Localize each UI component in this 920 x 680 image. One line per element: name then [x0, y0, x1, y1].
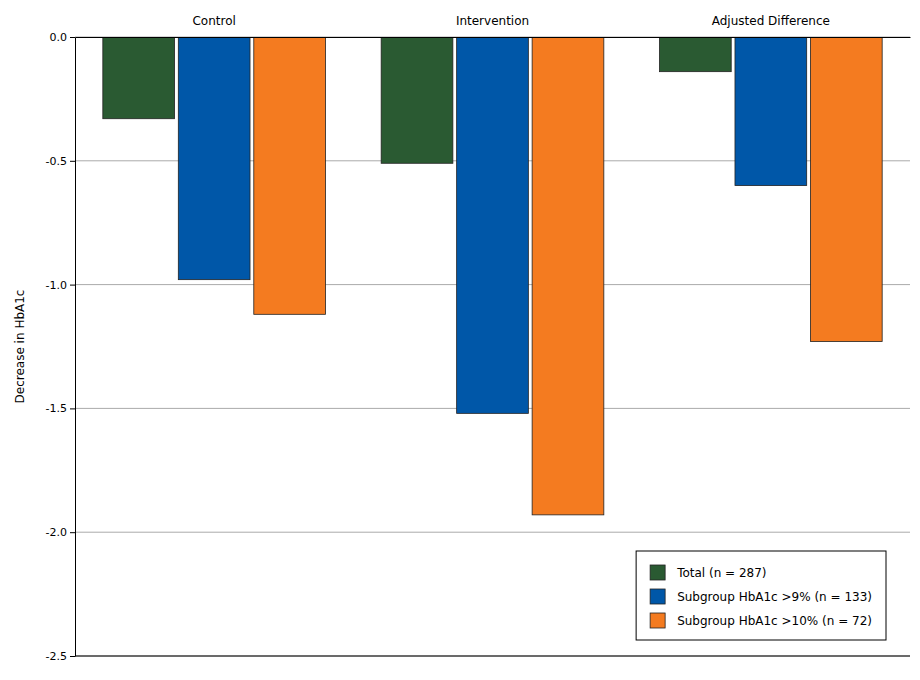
y-axis: 0.0 -0.5 -1.0 -1.5 -2.0 -2.5: [46, 31, 76, 663]
grid-line: [75, 37, 910, 38]
plot: 0.0 -0.5 -1.0 -1.5 -2.0 -2.5 Control Interventi…: [46, 14, 911, 663]
grid: [75, 37, 910, 656]
legend-swatch: [650, 589, 665, 604]
bar: [254, 37, 326, 314]
category-tick: Control: [192, 14, 235, 37]
tick-mark: [70, 161, 75, 162]
axis-line: [75, 38, 76, 657]
category-label: Control: [192, 14, 235, 28]
bar: [735, 37, 807, 186]
tick-mark: [70, 37, 75, 38]
tick: -0.5: [46, 155, 75, 168]
tick-label: 0.0: [50, 31, 68, 44]
legend-swatch: [650, 565, 665, 580]
bar: [810, 37, 882, 342]
category-label: Adjusted Difference: [712, 14, 830, 28]
bars: [103, 37, 882, 515]
bar: [457, 37, 529, 413]
legend: Total (n = 287) Subgroup HbA1c >9% (n = 1…: [636, 551, 886, 640]
tick-label: -2.0: [46, 526, 67, 539]
bar: [381, 37, 453, 163]
grid-line: [75, 656, 910, 657]
tick-mark: [70, 532, 75, 533]
legend-item: Subgroup HbA1c >9% (n = 133): [650, 589, 872, 604]
legend-item: Subgroup HbA1c >10% (n = 72): [650, 613, 872, 628]
tick-label: -1.5: [46, 402, 67, 415]
legend-label: Subgroup HbA1c >10% (n = 72): [677, 614, 872, 628]
tick-mark: [70, 656, 75, 657]
tick-label: -0.5: [46, 155, 67, 168]
tick: 0.0: [50, 31, 76, 44]
tick: -1.5: [46, 402, 75, 415]
axis-line: [76, 37, 911, 38]
tick: -2.5: [46, 650, 75, 663]
y-axis-title: Decrease in HbA1c: [13, 290, 27, 404]
legend-item: Total (n = 287): [650, 565, 766, 580]
bar: [103, 37, 175, 119]
bar: [660, 37, 732, 72]
legend-label: Total (n = 287): [676, 566, 766, 580]
x-axis: Control Intervention Adjusted Difference: [76, 14, 911, 38]
frame-line: [75, 656, 910, 657]
chart: 0.0 -0.5 -1.0 -1.5 -2.0 -2.5 Control Interventi…: [0, 0, 920, 680]
tick: -2.0: [46, 526, 75, 539]
category-tick: Adjusted Difference: [712, 14, 830, 37]
legend-label: Subgroup HbA1c >9% (n = 133): [677, 590, 872, 604]
tick-label: -1.0: [46, 279, 67, 292]
category-tick: Intervention: [456, 14, 529, 37]
legend-box: [636, 551, 886, 640]
legend-swatch: [650, 613, 665, 628]
tick-mark: [70, 285, 75, 286]
tick-mark: [70, 408, 75, 409]
tick: -1.0: [46, 279, 75, 292]
grid-line: [75, 532, 910, 533]
bar: [178, 37, 250, 280]
bar: [532, 37, 604, 515]
tick-label: -2.5: [46, 650, 67, 663]
category-label: Intervention: [456, 14, 529, 28]
